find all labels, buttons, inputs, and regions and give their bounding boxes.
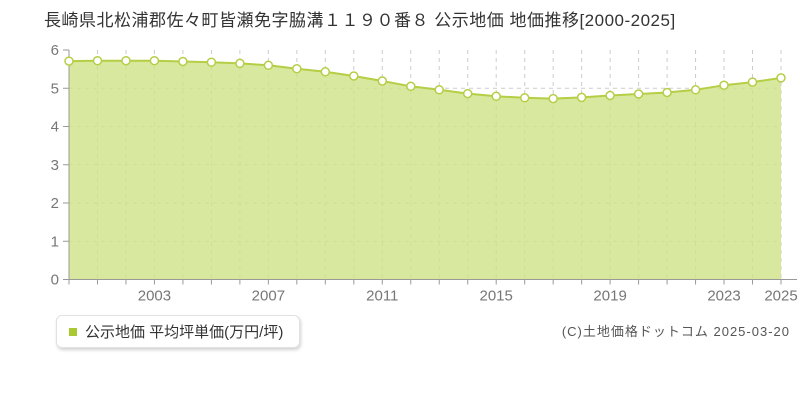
data-point-2015[interactable] bbox=[491, 91, 501, 102]
y-tick-label: 4 bbox=[51, 119, 59, 136]
data-point-2010[interactable] bbox=[349, 71, 359, 81]
x-tick-label: 2025 bbox=[764, 288, 797, 305]
data-point-2005[interactable] bbox=[206, 57, 217, 67]
data-point-2025[interactable] bbox=[776, 73, 786, 83]
legend: 公示地価 平均坪単価(万円/坪) bbox=[56, 315, 301, 348]
legend-label: 公示地価 平均坪単価(万円/坪) bbox=[85, 324, 284, 341]
data-point-2024[interactable] bbox=[747, 77, 758, 87]
data-point-2019[interactable] bbox=[605, 90, 615, 101]
x-tick-label: 2019 bbox=[593, 288, 626, 305]
y-tick-label: 5 bbox=[51, 80, 59, 97]
y-tick-label: 3 bbox=[51, 157, 59, 174]
data-point-2018[interactable] bbox=[576, 92, 587, 103]
data-point-2013[interactable] bbox=[434, 85, 444, 95]
data-point-2001[interactable] bbox=[92, 55, 103, 66]
data-point-2017[interactable] bbox=[548, 93, 558, 104]
data-point-2021[interactable] bbox=[662, 87, 672, 98]
data-point-2002[interactable] bbox=[121, 55, 131, 66]
data-point-2008[interactable] bbox=[292, 63, 302, 74]
data-point-2014[interactable] bbox=[462, 88, 473, 99]
y-tick-label: 2 bbox=[51, 195, 59, 212]
x-tick-label: 2015 bbox=[480, 288, 513, 305]
data-point-2007[interactable] bbox=[263, 60, 274, 71]
x-tick-label: 2007 bbox=[252, 288, 285, 305]
y-tick-label: 1 bbox=[51, 233, 59, 250]
data-point-2003[interactable] bbox=[149, 55, 160, 66]
x-tick-label: 2023 bbox=[707, 288, 740, 305]
data-point-2004[interactable] bbox=[178, 56, 188, 67]
data-point-2020[interactable] bbox=[633, 89, 644, 99]
area-series bbox=[69, 60, 781, 280]
x-tick-label: 2011 bbox=[366, 288, 398, 305]
data-point-2023[interactable] bbox=[719, 80, 729, 90]
data-point-2006[interactable] bbox=[235, 58, 245, 69]
line-series bbox=[68, 59, 782, 100]
data-point-2012[interactable] bbox=[406, 81, 416, 92]
y-tick-label: 6 bbox=[51, 42, 59, 59]
x-tick-label: 2003 bbox=[138, 288, 171, 305]
legend-marker-icon bbox=[69, 327, 77, 336]
data-point-2009[interactable] bbox=[320, 67, 331, 77]
data-point-2000[interactable] bbox=[64, 56, 74, 66]
data-point-2016[interactable] bbox=[519, 93, 530, 103]
data-point-2011[interactable] bbox=[377, 76, 388, 86]
y-tick-label: 0 bbox=[51, 272, 59, 289]
chart-title: 長崎県北松浦郡佐々町皆瀬免字脇溝１１９０番８ 公示地価 地価推移[2000-20… bbox=[44, 11, 676, 30]
data-point-2022[interactable] bbox=[690, 85, 701, 95]
copyright-text: (C)土地価格ドットコム 2025-03-20 bbox=[561, 324, 790, 339]
